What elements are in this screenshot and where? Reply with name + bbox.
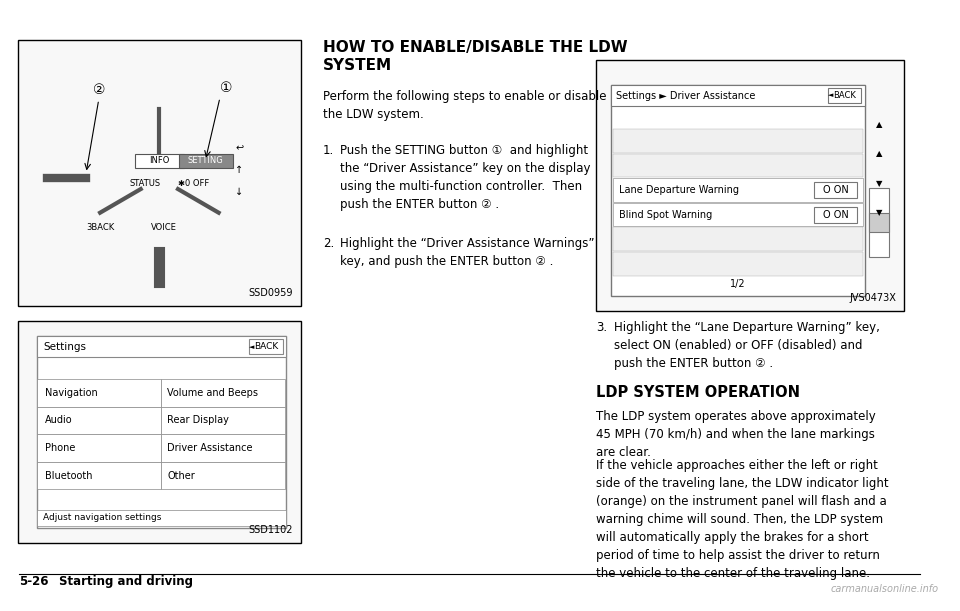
Text: Other: Other (167, 470, 195, 481)
Bar (596, 60, 904, 311)
Bar (37, 434, 161, 462)
Text: Rear Display: Rear Display (167, 415, 229, 425)
Text: 2.: 2. (323, 237, 334, 251)
Bar (613, 178, 863, 202)
Bar (17, 321, 301, 543)
Text: HOW TO ENABLE/DISABLE THE LDW: HOW TO ENABLE/DISABLE THE LDW (323, 40, 627, 56)
Bar (613, 153, 863, 177)
Bar (814, 182, 857, 198)
Text: LDP SYSTEM OPERATION: LDP SYSTEM OPERATION (596, 385, 801, 400)
Text: 3BACK: 3BACK (86, 223, 115, 232)
Text: Starting and driving: Starting and driving (59, 575, 193, 588)
Circle shape (231, 141, 248, 156)
Text: ◄: ◄ (249, 343, 254, 349)
Text: ▲: ▲ (876, 120, 882, 128)
Text: Push the SETTING button ①  and highlight
the “Driver Assistance” key on the disp: Push the SETTING button ① and highlight … (340, 144, 590, 211)
Text: Settings ► Driver Assistance: Settings ► Driver Assistance (616, 90, 756, 101)
Text: SSD0959: SSD0959 (249, 288, 294, 298)
Text: BACK: BACK (253, 342, 278, 351)
Text: ↓: ↓ (235, 187, 244, 197)
Bar (161, 379, 285, 407)
Text: 1/2: 1/2 (731, 279, 746, 288)
Bar (828, 87, 861, 103)
Text: Driver Assistance: Driver Assistance (167, 443, 252, 453)
Text: Highlight the “Lane Departure Warning” key,
select ON (enabled) or OFF (disabled: Highlight the “Lane Departure Warning” k… (614, 321, 880, 370)
Bar (179, 153, 232, 169)
Circle shape (138, 156, 180, 200)
Bar (613, 129, 863, 153)
Text: O ON: O ON (823, 185, 849, 195)
Text: STATUS: STATUS (130, 178, 160, 188)
Circle shape (869, 114, 889, 134)
Text: ②: ② (92, 82, 105, 97)
Text: BACK: BACK (833, 91, 856, 100)
Text: ↩: ↩ (235, 144, 244, 154)
Bar (612, 85, 865, 106)
Bar (135, 153, 183, 169)
Bar (37, 510, 286, 526)
Text: O ON: O ON (823, 210, 849, 220)
Bar (869, 188, 889, 257)
Text: Volume and Beeps: Volume and Beeps (167, 388, 258, 398)
Bar (612, 85, 865, 296)
Text: Bluetooth: Bluetooth (45, 470, 92, 481)
Bar (37, 336, 286, 528)
Text: Adjust navigation settings: Adjust navigation settings (43, 513, 161, 522)
Bar (17, 40, 301, 306)
Text: ▼: ▼ (876, 178, 882, 188)
Text: Highlight the “Driver Assistance Warnings”
key, and push the ENTER button ② .: Highlight the “Driver Assistance Warning… (340, 237, 595, 268)
Text: Audio: Audio (45, 415, 73, 425)
Bar (250, 338, 282, 354)
Text: Perform the following steps to enable or disable
the LDW system.: Perform the following steps to enable or… (323, 90, 606, 120)
Text: If the vehicle approaches either the left or right
side of the traveling lane, t: If the vehicle approaches either the lef… (596, 459, 889, 580)
Text: Navigation: Navigation (45, 388, 98, 398)
Bar (814, 207, 857, 222)
Bar (161, 434, 285, 462)
Text: ↑: ↑ (235, 166, 244, 175)
Circle shape (869, 144, 889, 164)
Text: INFO: INFO (149, 156, 170, 165)
Text: carmanualsonline.info: carmanualsonline.info (830, 584, 939, 594)
Bar (613, 227, 863, 251)
Bar (613, 252, 863, 276)
Bar (37, 379, 161, 407)
Bar (161, 407, 285, 434)
Bar (37, 407, 161, 434)
Text: JVS0473X: JVS0473X (850, 293, 897, 303)
Bar (161, 462, 285, 489)
Text: SSD1102: SSD1102 (249, 525, 294, 535)
Circle shape (869, 203, 889, 222)
Bar (869, 213, 889, 232)
Text: 5-26: 5-26 (19, 575, 49, 588)
Text: The LDP system operates above approximately
45 MPH (70 km/h) and when the lane m: The LDP system operates above approximat… (596, 409, 876, 459)
Text: ◄: ◄ (828, 92, 834, 98)
Text: ▲: ▲ (876, 149, 882, 158)
Text: Phone: Phone (45, 443, 75, 453)
Bar (37, 336, 286, 357)
Text: Lane Departure Warning: Lane Departure Warning (619, 185, 739, 195)
Circle shape (869, 174, 889, 193)
Text: SYSTEM: SYSTEM (323, 58, 392, 73)
Text: ①: ① (220, 81, 232, 95)
Bar (37, 462, 161, 489)
Bar (613, 203, 863, 227)
Circle shape (231, 184, 248, 200)
Text: 3.: 3. (596, 321, 608, 334)
Text: SETTING: SETTING (187, 156, 223, 165)
Text: Blind Spot Warning: Blind Spot Warning (619, 210, 712, 220)
Text: Settings: Settings (43, 342, 86, 351)
Circle shape (231, 163, 248, 178)
Text: ✱0 OFF: ✱0 OFF (178, 178, 209, 188)
Text: VOICE: VOICE (152, 223, 178, 232)
Text: ▼: ▼ (876, 208, 882, 217)
Text: 1.: 1. (323, 144, 334, 157)
